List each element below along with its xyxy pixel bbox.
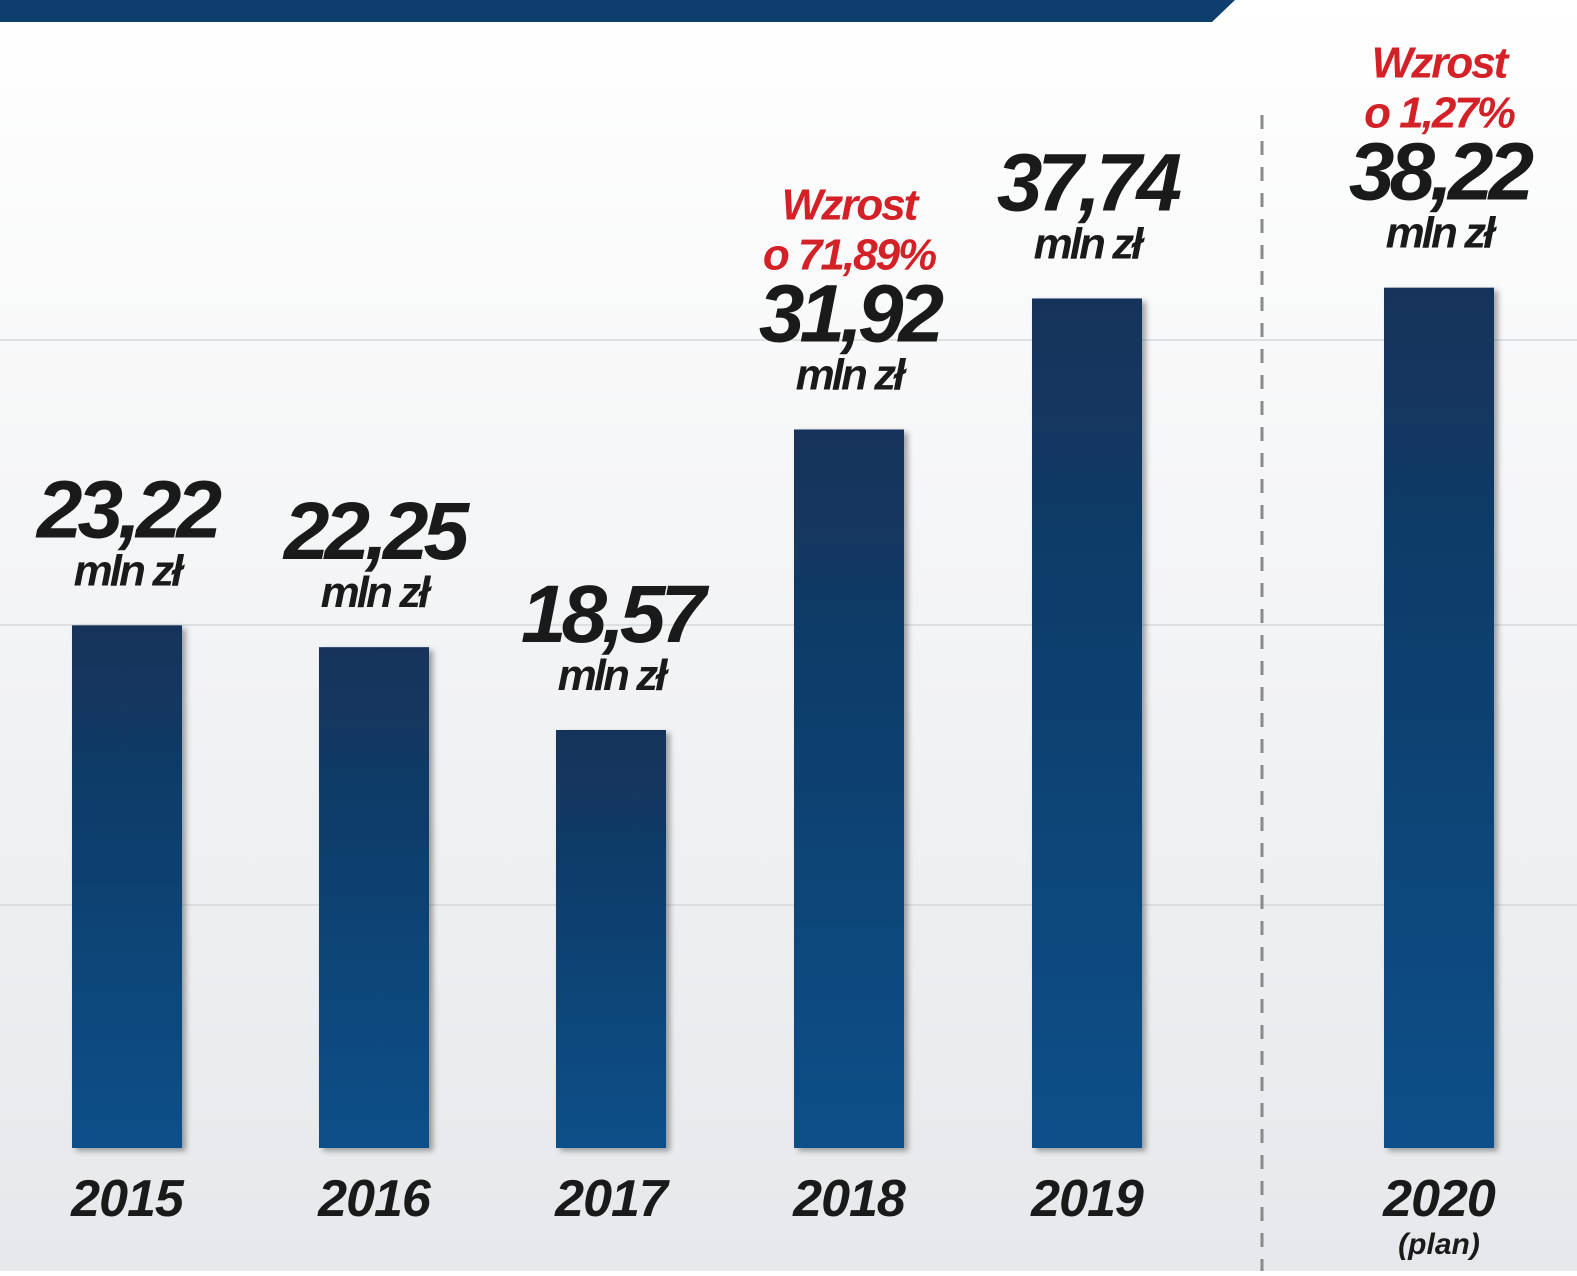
- unit-label: mln zł: [74, 546, 185, 595]
- x-tick-label: 2017: [554, 1170, 670, 1228]
- category-note: (plan): [1398, 1228, 1480, 1261]
- bar: [72, 625, 182, 1148]
- x-tick-label: 2018: [792, 1170, 906, 1228]
- value-label: 22,25: [282, 486, 471, 577]
- value-label: 37,74: [997, 137, 1182, 228]
- annotation: o 1,27%: [1364, 89, 1515, 138]
- unit-label: mln zł: [558, 651, 669, 700]
- value-label: 18,57: [521, 569, 710, 660]
- header-band: [0, 0, 1235, 22]
- bar: [1032, 298, 1142, 1149]
- bar: [794, 429, 904, 1148]
- x-tick-label: 2016: [317, 1170, 432, 1228]
- value-label: 38,22: [1349, 127, 1534, 218]
- unit-label: mln zł: [321, 568, 432, 617]
- x-tick-label: 2019: [1030, 1170, 1144, 1228]
- bar: [556, 729, 666, 1148]
- x-tick-label: 2015: [70, 1170, 185, 1228]
- unit-label: mln zł: [1034, 219, 1145, 268]
- bar: [319, 647, 429, 1148]
- unit-label: mln zł: [796, 350, 907, 399]
- annotation: o 71,89%: [763, 230, 936, 279]
- x-tick-label: 2020: [1382, 1170, 1496, 1228]
- value-label: 23,22: [35, 464, 222, 555]
- bar: [1384, 287, 1494, 1148]
- unit-label: mln zł: [1386, 209, 1497, 258]
- value-label: 31,92: [759, 268, 944, 359]
- annotation: Wzrost: [1372, 39, 1511, 88]
- annotation: Wzrost: [782, 180, 921, 229]
- decor-lines: [0, 339, 1577, 906]
